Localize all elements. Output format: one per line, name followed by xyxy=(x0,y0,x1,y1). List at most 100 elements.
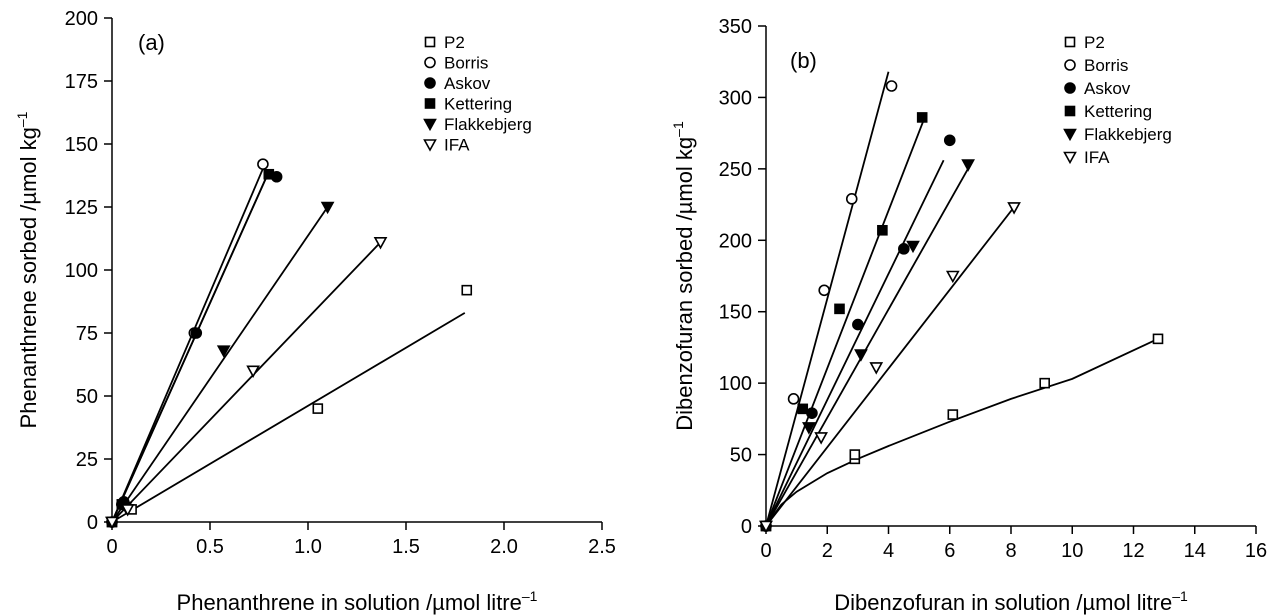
x-tick-label: 2 xyxy=(822,540,833,562)
data-point-borris xyxy=(818,284,830,297)
y-tick-label: 150 xyxy=(719,302,752,324)
legend-label-flakkebjerg: Flakkebjerg xyxy=(1084,125,1172,144)
legend: P2 Borris Askov Kettering Flakkebjerg IFA xyxy=(1063,33,1172,167)
data-point-flakkebjerg xyxy=(906,240,920,254)
legend-label-p2: P2 xyxy=(1084,33,1105,52)
fit-line-flakkebjerg xyxy=(111,206,329,523)
data-point-askov xyxy=(806,407,818,419)
y-tick-label: 100 xyxy=(719,373,752,395)
legend-label-askov: Askov xyxy=(1084,79,1131,98)
legend-label-flakkebjerg: Flakkebjerg xyxy=(444,115,532,134)
y-tick-label: 125 xyxy=(65,197,98,219)
data-point-ifa xyxy=(105,516,119,530)
x-axis-title: Phenanthrene in solution /µmol litre–1 xyxy=(177,588,538,615)
data-point-askov xyxy=(898,243,910,255)
y-tick-label: 50 xyxy=(76,386,98,408)
panel-label: (a) xyxy=(138,30,165,55)
legend-marker-borris xyxy=(1064,59,1076,71)
data-point-ifa xyxy=(869,362,884,375)
data-point-askov xyxy=(852,318,864,331)
x-tick-label: 0.5 xyxy=(196,536,224,558)
data-point-flakkebjerg xyxy=(854,349,868,362)
data-point-p2 xyxy=(461,284,473,296)
data-point-ifa xyxy=(246,365,260,378)
x-tick-label: 6 xyxy=(944,540,955,562)
data-point-p2 xyxy=(1039,377,1050,389)
legend-label-borris: Borris xyxy=(1084,56,1128,75)
data-point-p2 xyxy=(1152,333,1164,345)
chart-panel-1: 0 0.5 1.0 1.5 2.0 2.5 0 25 50 75 100 125 150 175 200 Ph… xyxy=(14,8,616,615)
fit-line-borris xyxy=(111,163,266,523)
panel-label: (b) xyxy=(790,48,817,73)
fit-line-kettering xyxy=(765,115,927,527)
fit-line-borris xyxy=(765,71,890,527)
data-point-kettering xyxy=(797,403,809,415)
fit-line-p2 xyxy=(765,338,1159,527)
data-point-borris xyxy=(787,393,800,405)
x-axis-title: Dibenzofuran in solution /µmol litre–1 xyxy=(834,588,1188,615)
legend-marker-flakkebjerg xyxy=(423,118,437,132)
y-tick-label: 175 xyxy=(65,71,98,93)
fit-line-askov xyxy=(765,159,945,527)
legend-marker-borris xyxy=(424,56,436,69)
y-axis-title: Dibenzofuran sorbed /µmol kg–1 xyxy=(670,121,697,431)
legend-label-borris: Borris xyxy=(444,54,488,73)
data-point-flakkebjerg xyxy=(216,345,231,358)
data-point-borris xyxy=(885,80,898,92)
data-point-askov xyxy=(190,327,203,339)
y-tick-label: 0 xyxy=(87,512,98,534)
data-point-kettering xyxy=(263,168,275,180)
y-tick-label: 250 xyxy=(719,159,752,181)
data-point-borris xyxy=(257,158,269,170)
fit-line-flakkebjerg xyxy=(765,162,972,527)
y-tick-label: 200 xyxy=(65,8,98,30)
legend-label-kettering: Kettering xyxy=(1084,102,1152,121)
data-point-ifa xyxy=(759,520,773,534)
x-tick-label: 12 xyxy=(1122,540,1144,562)
x-tick-label: 4 xyxy=(883,540,894,562)
data-point-kettering xyxy=(916,112,928,123)
x-tick-label: 2.0 xyxy=(490,536,518,558)
data-point-ifa xyxy=(945,270,960,284)
legend-marker-kettering xyxy=(424,98,436,109)
legend-label-ifa: IFA xyxy=(444,136,470,155)
x-tick-label: 1.5 xyxy=(392,536,420,558)
x-tick-label: 8 xyxy=(1005,540,1016,562)
data-point-askov xyxy=(943,134,956,147)
data-point-flakkebjerg xyxy=(961,159,975,172)
data-point-kettering xyxy=(877,224,888,236)
fit-line-ifa xyxy=(111,241,382,523)
x-tick-label: 2.5 xyxy=(588,536,616,558)
x-tick-label: 0 xyxy=(760,540,771,562)
x-tick-label: 1.0 xyxy=(294,536,322,558)
y-tick-label: 75 xyxy=(76,323,98,345)
y-axis-title: Phenanthrene sorbed /µmol kg–1 xyxy=(14,111,41,428)
legend-marker-ifa xyxy=(1063,151,1077,165)
data-point-flakkebjerg xyxy=(320,201,335,215)
chart-panel-2: 0 2 4 6 8 10 12 14 16 0 50 100 150 200 250 300 350 Dibenz… xyxy=(670,16,1267,615)
data-point-ifa xyxy=(120,504,135,517)
legend-marker-p2 xyxy=(1064,36,1076,48)
x-tick-label: 14 xyxy=(1184,540,1206,562)
y-tick-label: 200 xyxy=(719,230,752,252)
legend-marker-ifa xyxy=(423,139,437,152)
data-point-ifa xyxy=(814,432,828,445)
x-tick-label: 16 xyxy=(1245,540,1267,562)
legend-marker-askov xyxy=(424,77,436,89)
fit-line-ifa xyxy=(765,202,1018,527)
fit-line-kettering xyxy=(111,171,270,523)
data-point-p2 xyxy=(947,409,959,420)
y-tick-label: 300 xyxy=(719,87,752,109)
legend-marker-flakkebjerg xyxy=(1063,128,1077,142)
data-point-ifa xyxy=(373,236,388,250)
legend-label-kettering: Kettering xyxy=(444,95,512,114)
y-tick-label: 150 xyxy=(65,134,98,156)
data-point-ifa xyxy=(1007,202,1021,215)
data-point-flakkebjerg xyxy=(802,422,816,435)
data-point-p2 xyxy=(849,449,861,460)
legend-label-ifa: IFA xyxy=(1084,148,1110,167)
y-tick-label: 350 xyxy=(719,16,752,38)
legend-label-p2: P2 xyxy=(444,33,465,52)
